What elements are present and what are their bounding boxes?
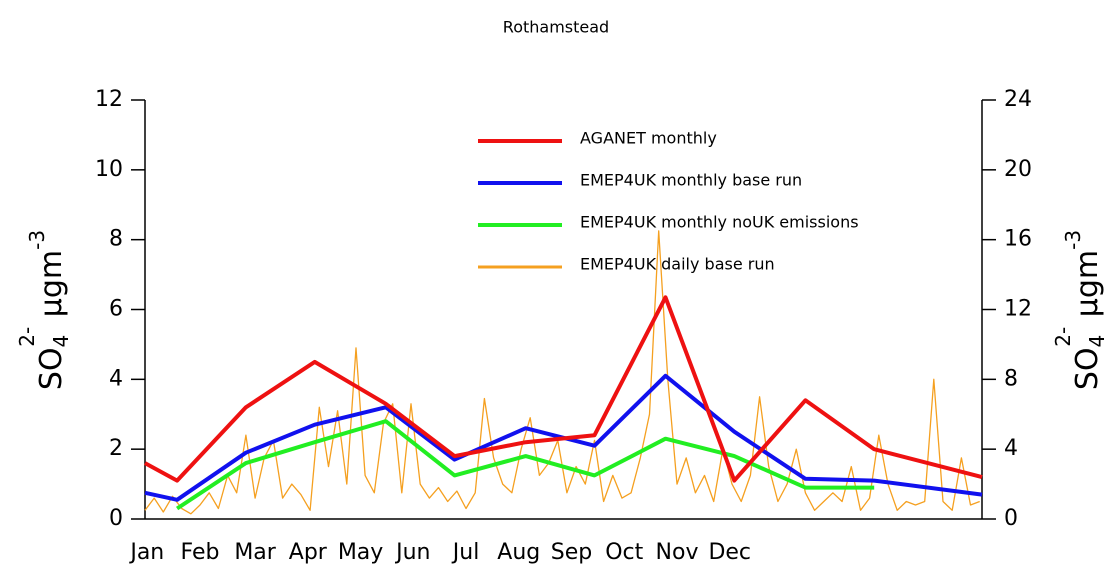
x-tick-label: Apr — [289, 540, 328, 565]
legend-label: EMEP4UK monthly base run — [580, 171, 802, 190]
series-line — [175, 419, 875, 511]
axis-label-part: SO — [1070, 347, 1105, 390]
axis-label-part: -3 — [25, 230, 49, 250]
y2-tick-label: 8 — [1004, 366, 1018, 391]
x-tick-label: May — [338, 540, 383, 565]
y2-tick-label: 24 — [1004, 87, 1032, 112]
x-tick-label: Oct — [605, 540, 643, 565]
y-tick-label: 2 — [109, 436, 123, 461]
y-tick-label: 6 — [109, 297, 123, 322]
axis-label: SO4 2- µgm-3 — [15, 230, 73, 390]
x-tick-label: Feb — [181, 540, 220, 565]
axis-label-part: µgm — [34, 250, 69, 327]
series-line — [144, 373, 983, 502]
x-tick-label: Aug — [497, 540, 540, 565]
axis-label-part: SO — [34, 347, 69, 390]
axis-label-part: 4 — [49, 335, 73, 348]
y-tick-label: 8 — [109, 227, 123, 252]
chart-title: Rothamstead — [503, 18, 609, 37]
x-tick-label: Mar — [234, 540, 276, 565]
axis-label-part: 2- — [1051, 327, 1075, 347]
y2-tick-label: 20 — [1004, 157, 1032, 182]
axis-label-part: µgm — [1070, 250, 1105, 327]
y-tick-label: 10 — [95, 157, 123, 182]
y2-tick-label: 0 — [1004, 506, 1018, 531]
y2-tick-label: 16 — [1004, 227, 1032, 252]
x-tick-label: Nov — [656, 540, 699, 565]
x-tick-label: Sep — [551, 540, 592, 565]
y-tick-label: 0 — [109, 506, 123, 531]
x-tick-label: Jan — [128, 540, 164, 565]
axis-label-part: -3 — [1061, 230, 1085, 250]
y-tick-label: 4 — [109, 366, 123, 391]
axis-label: SO4 2- µgm-3 — [1051, 230, 1109, 390]
x-tick-label: Jul — [451, 540, 480, 565]
legend-label: AGANET monthly — [580, 129, 717, 148]
x-tick-label: Jun — [394, 540, 430, 565]
legend-label: EMEP4UK daily base run — [580, 255, 775, 274]
axis-label-part: 2- — [15, 327, 39, 347]
x-tick-label: Dec — [708, 540, 751, 565]
y2-tick-label: 12 — [1004, 297, 1032, 322]
series-line — [144, 230, 980, 515]
axis-label-part: 4 — [1085, 335, 1109, 348]
series-line — [144, 295, 983, 483]
y2-tick-label: 4 — [1004, 436, 1018, 461]
y-tick-label: 12 — [95, 87, 123, 112]
legend-label: EMEP4UK monthly noUK emissions — [580, 213, 859, 232]
